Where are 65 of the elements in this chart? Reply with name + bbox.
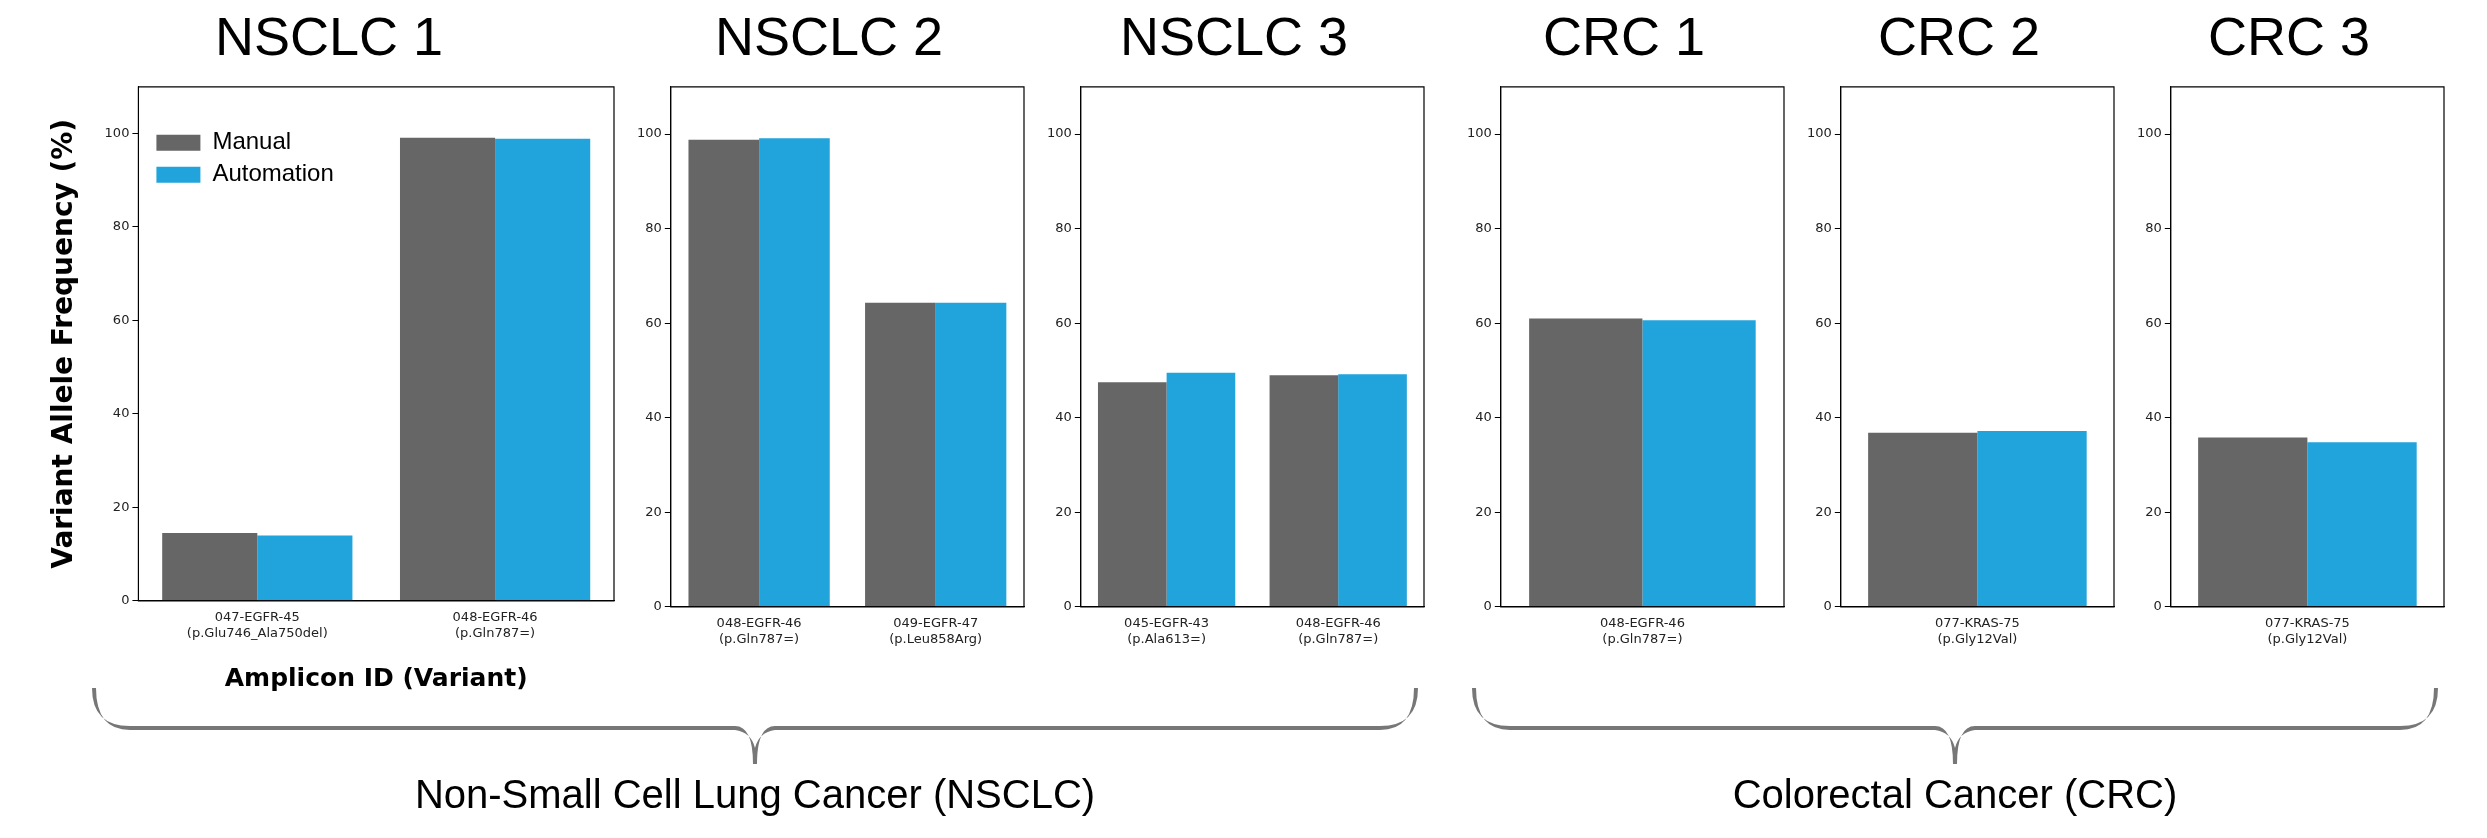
bar xyxy=(495,138,591,601)
y-tick-label: 60 xyxy=(1815,314,1832,330)
y-tick-label: 20 xyxy=(2145,503,2162,519)
x-tick-label: 048-EGFR-46 (p.Gln787=) xyxy=(452,608,538,640)
y-tick-label: 20 xyxy=(1055,503,1072,519)
y-tick-label: 80 xyxy=(1815,219,1832,235)
y-tick-label: 80 xyxy=(1055,219,1072,235)
y-tick-label: 40 xyxy=(1475,409,1492,425)
chart-title: CRC 2 xyxy=(1877,6,2041,67)
x-tick-label: 048-EGFR-46 (p.Gln787=) xyxy=(1599,614,1685,646)
x-tick-label: 047-EGFR-45 (p.Glu746_Ala750del) xyxy=(186,608,328,640)
y-tick-label: 80 xyxy=(1475,219,1492,235)
y-tick-label: 100 xyxy=(1046,125,1072,141)
y-tick-label: 100 xyxy=(1806,125,1832,141)
y-tick-label: 80 xyxy=(645,219,662,235)
y-tick-label: 60 xyxy=(1055,314,1072,330)
y-tick-label: 0 xyxy=(121,592,130,608)
legend-label: Automation xyxy=(212,159,334,187)
y-tick-label: 40 xyxy=(2145,409,2162,425)
x-tick-label: 048-EGFR-46 (p.Gln787=) xyxy=(716,614,802,646)
text: Non-Small Cell Lung Cancer (NSCLC) xyxy=(413,772,1097,817)
x-axis-title: Amplicon ID (Variant) xyxy=(224,662,528,692)
y-tick-label: 40 xyxy=(112,405,130,421)
x-tick-label: 048-EGFR-46 (p.Gln787=) xyxy=(1295,614,1381,646)
y-tick-label: 80 xyxy=(2145,219,2162,235)
y-tick-label: 60 xyxy=(645,314,662,330)
bar xyxy=(399,137,496,601)
y-tick-label: 40 xyxy=(1055,409,1072,425)
bar xyxy=(688,139,760,607)
y-axis-title: Variant Allele Frequency (%) xyxy=(46,118,80,569)
y-tick-label: 20 xyxy=(645,503,662,519)
chart-title: NSCLC 2 xyxy=(714,6,944,67)
bar xyxy=(935,302,1007,607)
y-tick-label: 100 xyxy=(2136,125,2162,141)
bar xyxy=(865,302,936,607)
y-tick-label: 20 xyxy=(112,498,130,514)
x-tick-label: 077-KRAS-75 (p.Gly12Val) xyxy=(2264,614,2350,646)
y-tick-label: 0 xyxy=(1483,598,1492,614)
y-tick-label: 20 xyxy=(1475,503,1492,519)
y-tick-label: 20 xyxy=(1815,503,1832,519)
chart-title: NSCLC 1 xyxy=(214,6,444,67)
y-tick-label: 0 xyxy=(653,598,662,614)
y-tick-label: 100 xyxy=(104,124,130,140)
x-tick-label: 045-EGFR-43 (p.Ala613=) xyxy=(1124,614,1210,646)
chart-title: CRC 1 xyxy=(1542,6,1706,67)
y-tick-label: 60 xyxy=(2145,314,2162,330)
y-tick-label: 80 xyxy=(112,218,130,234)
bar xyxy=(759,138,830,607)
bar xyxy=(257,535,353,601)
y-tick-label: 0 xyxy=(1063,598,1072,614)
y-tick-label: 40 xyxy=(645,409,662,425)
chart-title: CRC 3 xyxy=(2207,6,2371,67)
y-tick-label: 100 xyxy=(1466,125,1492,141)
y-tick-label: 60 xyxy=(1475,314,1492,330)
y-tick-label: 0 xyxy=(1823,598,1832,614)
legend-label: Manual xyxy=(212,127,292,155)
y-tick-label: 100 xyxy=(636,125,662,141)
y-tick-label: 0 xyxy=(2153,598,2162,614)
text: Colorectal Cancer (CRC) xyxy=(1731,772,2179,817)
x-tick-label: 049-EGFR-47 (p.Leu858Arg) xyxy=(889,614,983,646)
x-tick-label: 077-KRAS-75 (p.Gly12Val) xyxy=(1934,614,2020,646)
y-tick-label: 40 xyxy=(1815,409,1832,425)
chart-title: NSCLC 3 xyxy=(1119,6,1349,67)
y-tick-label: 60 xyxy=(112,311,130,327)
bar xyxy=(162,533,258,601)
